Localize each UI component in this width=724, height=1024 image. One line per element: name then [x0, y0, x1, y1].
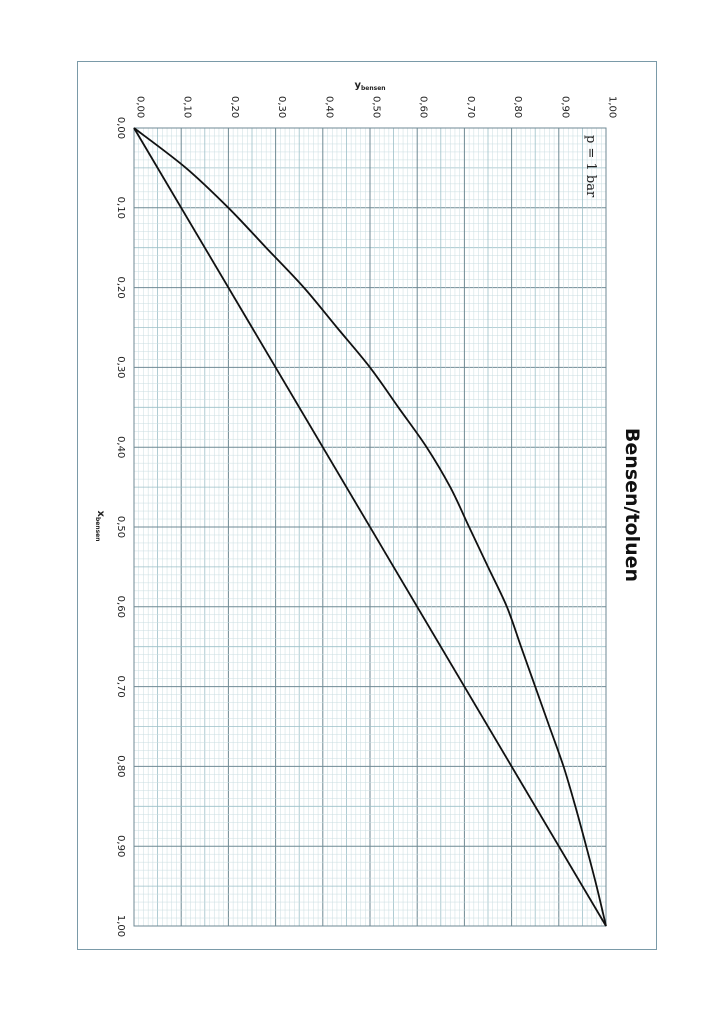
y-tick-label: 0,30 [276, 96, 287, 118]
y-tick-label: 0,80 [512, 96, 523, 118]
chart-frame [77, 61, 657, 950]
pressure-annotation: p = 1 bar [583, 135, 598, 198]
x-tick-label: 0,90 [115, 835, 126, 857]
x-axis-label-sub: bensen [94, 517, 101, 542]
y-tick-label: 1,00 [607, 96, 618, 118]
y-tick-label: 0,60 [418, 96, 429, 118]
equilibrium-curve [133, 127, 607, 927]
x-tick-label: 0,50 [115, 516, 126, 538]
y-tick-label: 0,70 [465, 96, 476, 118]
x-tick-label: 0,60 [115, 596, 126, 618]
y-tick-label: 0,40 [323, 96, 334, 118]
x-tick-label: 0,80 [115, 755, 126, 777]
diagonal-line [133, 127, 607, 927]
x-tick-label: 0,00 [115, 117, 126, 139]
x-axis-label: xbensen [94, 510, 106, 541]
y-tick-label: 0,20 [229, 96, 240, 118]
x-tick-label: 1,00 [115, 915, 126, 937]
y-tick-label: 0,10 [182, 96, 193, 118]
plot-border [133, 127, 607, 927]
x-tick-label: 0,10 [115, 197, 126, 219]
x-axis-label-main: x [95, 510, 106, 517]
y-axis-label-main: y [354, 80, 361, 91]
x-tick-label: 0,40 [115, 436, 126, 458]
y-tick-label: 0,90 [559, 96, 570, 118]
y-axis-label: ybensen [354, 80, 385, 92]
chart-title: Bensen/toluen [621, 428, 643, 582]
x-tick-label: 0,30 [115, 356, 126, 378]
tick-labels: 0,00 0,10 0,20 0,30 0,40 0,50 0,60 0,70 0,80 0,90… [115, 96, 618, 937]
x-tick-label: 0,20 [115, 276, 126, 298]
y-tick-label: 0,50 [371, 96, 382, 118]
y-axis-label-sub: bensen [361, 85, 386, 92]
y-tick-label: 0,00 [135, 96, 146, 118]
x-tick-label: 0,70 [115, 675, 126, 697]
series-lines [133, 127, 607, 927]
